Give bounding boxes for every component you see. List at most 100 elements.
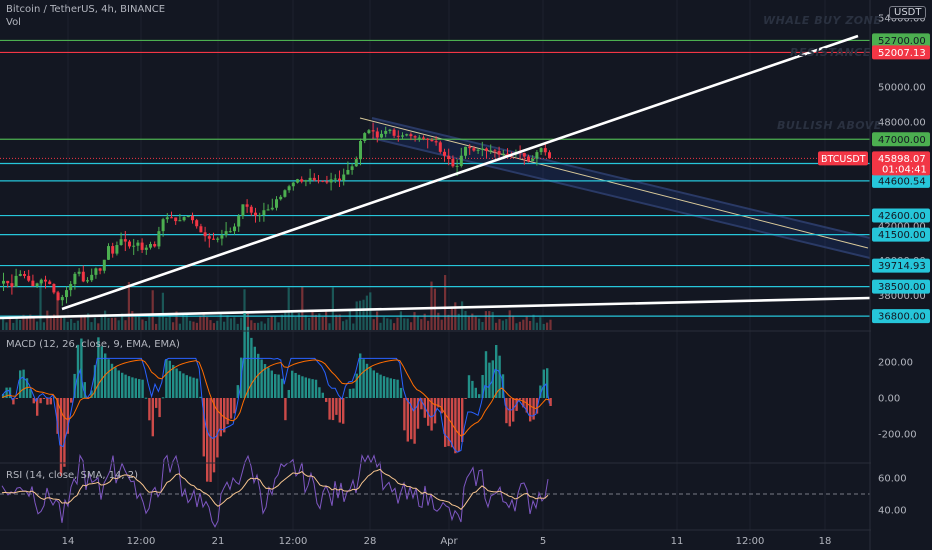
volume-label: Vol [6,17,21,28]
macd-histogram-bar [444,398,447,447]
volume-bar [178,323,181,330]
candle-body [468,146,472,149]
macd-histogram-bar [253,346,256,398]
volume-bar [175,311,178,330]
candle-body [233,226,236,232]
candle-body [531,158,535,162]
macd-histogram-bar [393,379,396,398]
candle-body [413,136,417,138]
volume-bar [138,316,141,330]
candle-body [216,238,220,240]
rsi-line [1,453,549,528]
candle-body [52,283,56,293]
volume-bar [229,318,232,330]
volume-bar [416,316,419,330]
macd-histogram-bar [216,398,219,458]
macd-histogram-bar [5,387,8,398]
macd-histogram-bar [236,385,239,398]
macd-histogram-bar [474,387,477,398]
volume-bar [410,322,413,330]
macd-histogram-bar [97,337,100,398]
level-label: 52007.13 [878,48,926,59]
candle-body [464,146,467,156]
volume-bar [423,313,426,330]
macd-histogram-bar [413,398,416,444]
level-label: 52700.00 [878,36,926,47]
volume-bar [342,321,345,330]
volume-bar [297,312,300,330]
candle-body [228,231,232,233]
macd-histogram-bar [338,398,341,423]
macd-histogram-bar [76,344,80,398]
macd-histogram-bar [437,398,440,408]
candle-body [291,182,295,187]
volume-bar [440,319,443,330]
candle-body [417,137,421,139]
candle-body [266,209,270,211]
volume-bar [32,316,35,330]
volume-bar [19,320,22,330]
macd-histogram-bar [308,378,311,398]
candle-body [497,151,501,155]
candle-body [10,283,14,287]
volume-bar [321,316,324,330]
macd-histogram-bar [498,355,501,398]
candle-body [39,279,43,284]
macd-histogram-bar [335,398,338,415]
candle-body [220,235,224,239]
macd-histogram-bar [243,312,246,398]
macd-label: MACD (12, 26, close, 9, EMA, EMA) [6,339,180,350]
candle-body [367,130,371,134]
macd-histogram-bar [59,398,63,476]
macd-histogram-bar [355,373,358,398]
currency-button[interactable]: USDT [889,6,927,19]
candle-body [338,178,341,181]
candle-body [212,238,215,240]
volume-bar [107,317,110,330]
volume-bar [124,320,127,330]
candle-body [258,215,262,217]
macd-histogram-bar [42,398,46,399]
volume-bar [396,317,399,330]
macd-histogram-bar [138,379,141,398]
macd-histogram-bar [83,382,86,398]
ticker-badge [818,151,868,166]
macd-histogram-bar [192,377,195,398]
volume-bar [314,314,317,330]
candle-body [363,133,367,141]
macd-histogram-bar [202,398,205,457]
macd-histogram-bar [178,371,182,398]
candles [2,122,551,306]
macd-histogram-bar [22,369,25,398]
macd-histogram-bar [522,398,525,408]
level-label: 41500.00 [878,230,926,241]
candle-body [329,179,333,183]
volume-bar [325,311,328,330]
volume-bar [474,316,477,330]
candle-body [6,280,10,284]
macd-histogram-bar [532,398,535,420]
candle-body [359,140,362,160]
candle-body [447,155,451,160]
macd-histogram-bar [399,387,403,398]
volume-bar [148,314,151,330]
macd-tick-label: 0.00 [878,394,900,405]
volume-bar [447,314,450,330]
macd-histogram-bar [406,398,409,442]
candle-body [186,215,190,218]
volume-bar [12,322,15,330]
volume-bar [529,320,532,330]
volume-bar [311,310,314,330]
macd-histogram-bar [294,372,297,398]
volume-bar [134,313,137,330]
candle-body [102,259,106,271]
volume-bar [70,319,73,330]
macd-histogram-bar [457,398,460,452]
level-label: 38500.00 [878,282,926,293]
macd-histogram-bar [209,398,212,482]
macd-histogram-bar [478,394,481,398]
volume-bar [389,319,392,330]
macd-histogram-bar [263,364,267,398]
volume-bar [59,317,62,330]
